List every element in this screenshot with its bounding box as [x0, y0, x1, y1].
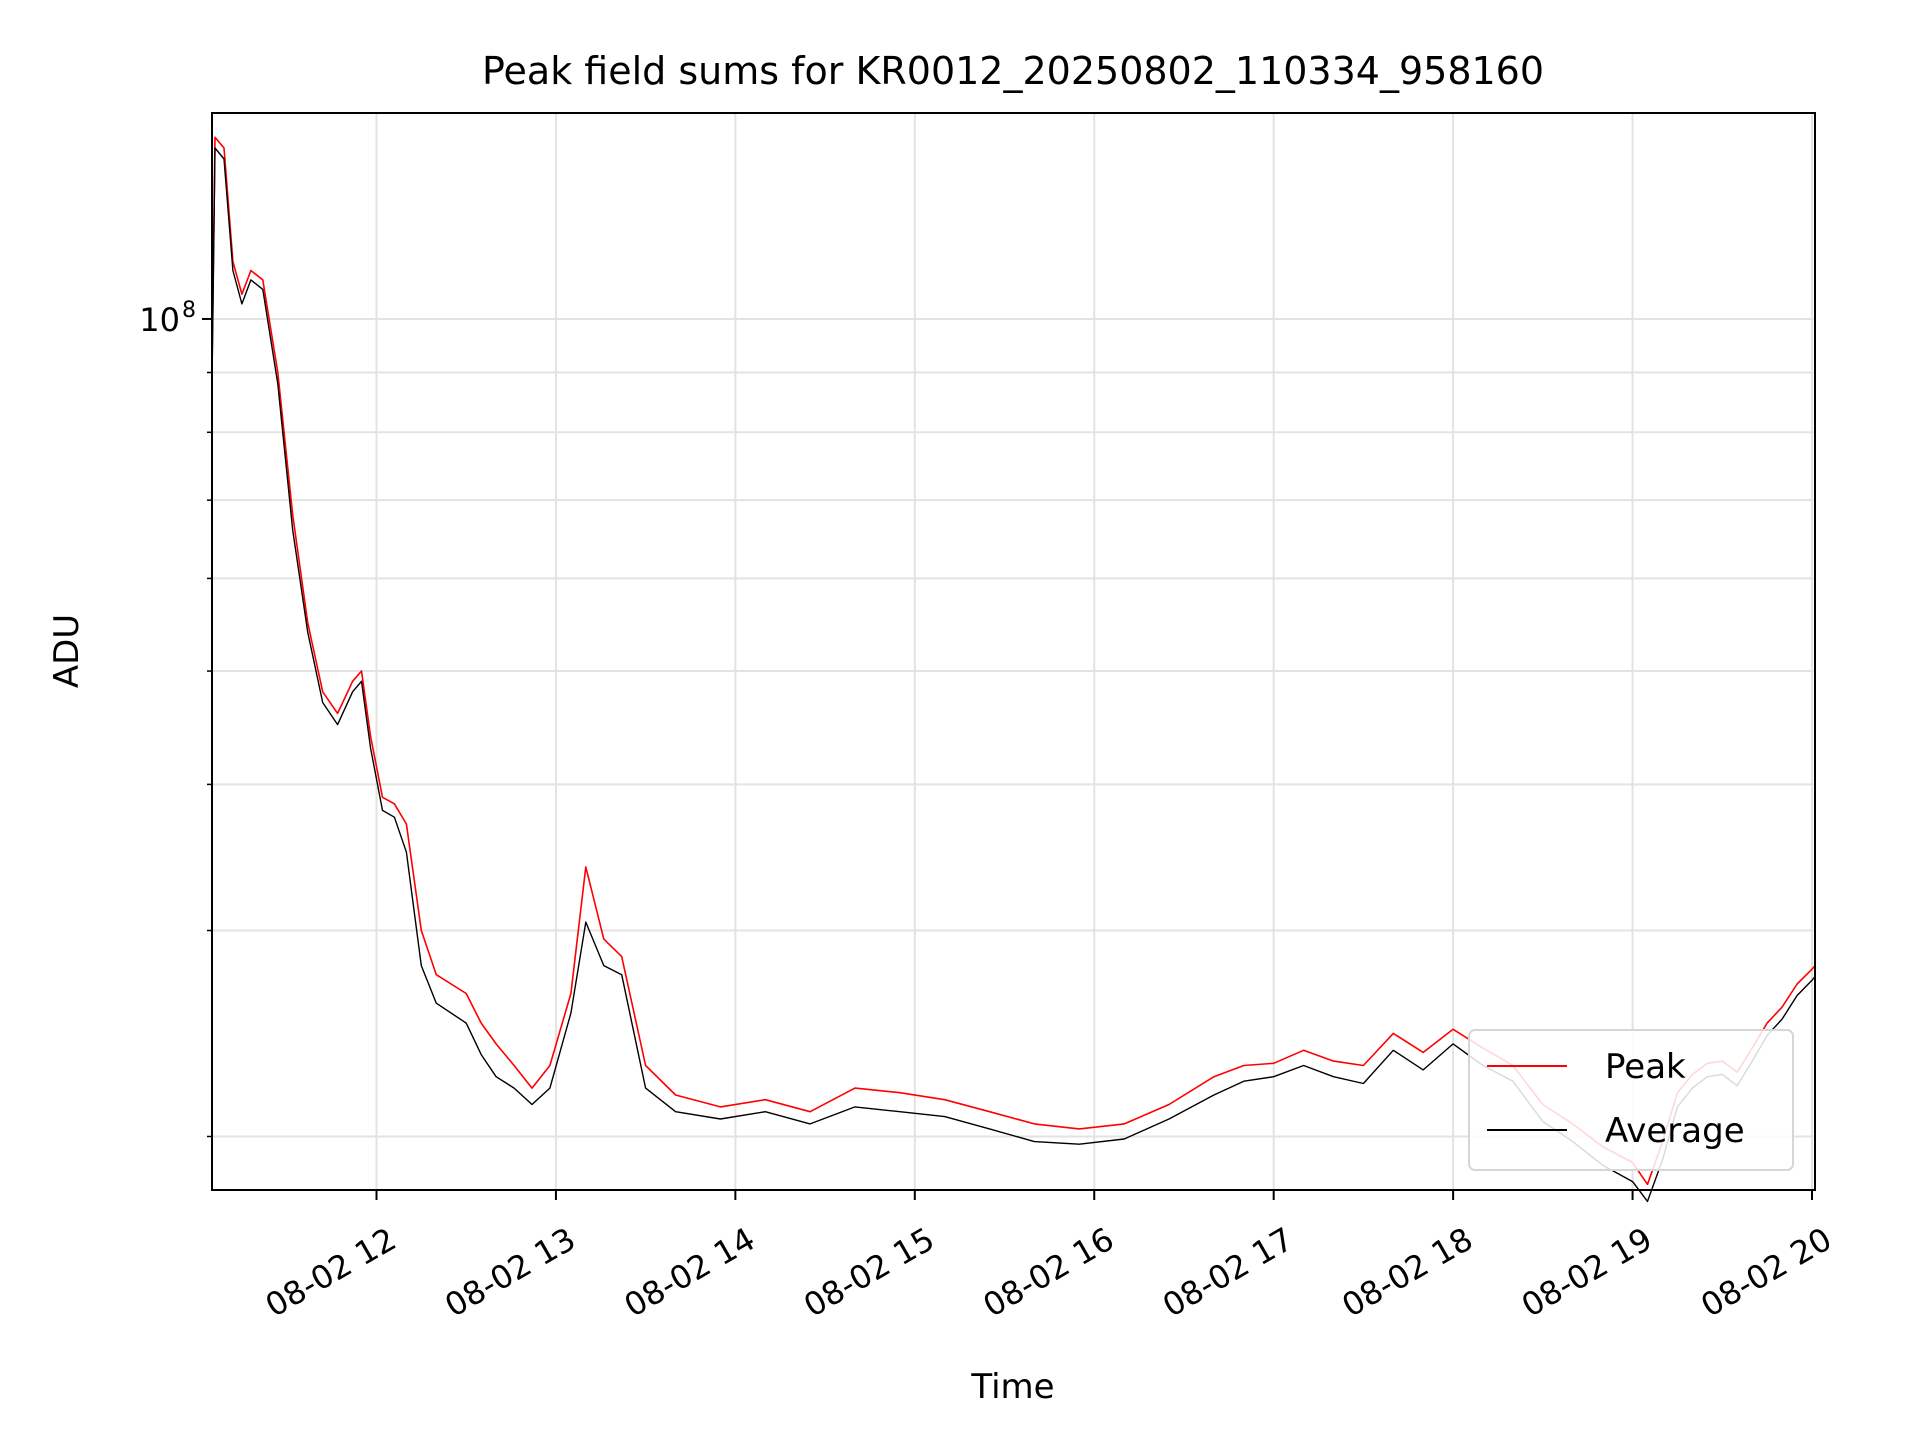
y-tick-label: 10: [139, 301, 180, 339]
chart-title: Peak field sums for KR0012_20250802_1103…: [482, 49, 1544, 93]
y-tick-label-base: 10: [139, 301, 180, 339]
y-tick-label-exponent: 8: [182, 298, 196, 323]
legend: Peak Average: [1468, 1029, 1794, 1171]
y-axis-label: ADU: [47, 614, 87, 688]
legend-peak-label: Peak: [1605, 1047, 1686, 1087]
series-line-average: [211, 147, 1816, 1203]
legend-average-label: Average: [1605, 1111, 1745, 1151]
plot-frame: [211, 112, 1816, 1191]
x-axis-label: Time: [970, 1367, 1054, 1407]
